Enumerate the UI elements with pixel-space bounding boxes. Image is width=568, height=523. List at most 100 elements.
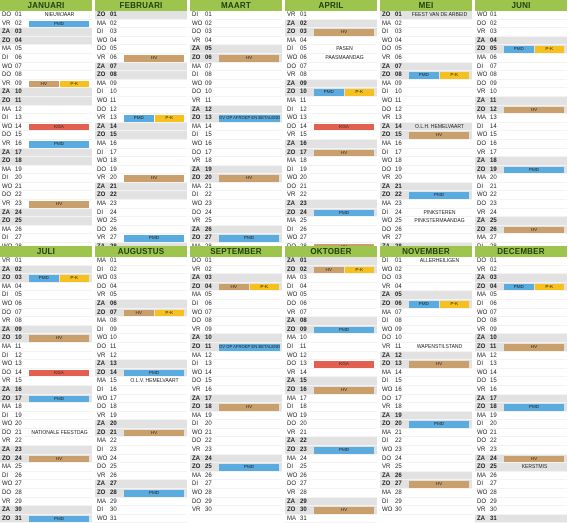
month-juni: JUNI WO 01 DO 02 VR 03 ZA 04 ZO 05 PMD P-K MA 06 DI 07 WO… — [475, 0, 567, 269]
day-number: 10 — [15, 335, 22, 342]
day-row: VR 23 HV — [0, 200, 92, 209]
collection-kga-bar: KGA — [29, 123, 89, 131]
collection-pmd-bar: PMD — [314, 447, 374, 454]
day-number: 03 — [395, 275, 402, 282]
day-row: ZA 03 — [190, 274, 282, 283]
day-number: 13 — [110, 115, 117, 122]
day-number: 16 — [300, 386, 307, 393]
collection-hv-bar: HV — [124, 175, 184, 182]
weekday-label: ZO — [97, 369, 106, 376]
day-number: 10 — [395, 89, 402, 96]
day-number: 22 — [395, 438, 402, 445]
collection-hv-bar: HV — [219, 283, 249, 291]
day-number: 06 — [395, 300, 402, 307]
weekday-label: VR — [192, 447, 201, 454]
weekday-label: ZA — [382, 472, 390, 479]
day-number: 30 — [110, 507, 117, 514]
weekday-label: VR — [2, 80, 11, 87]
day-number: 10 — [300, 89, 307, 96]
day-number: 04 — [300, 37, 307, 44]
day-row: MA 08 — [95, 317, 187, 326]
day-row: VR 25 — [190, 217, 282, 226]
weekday-label: VR — [287, 429, 296, 436]
weekday-label: VR — [382, 343, 391, 350]
weekday-label: DI — [97, 89, 103, 96]
day-row: WO 27 — [0, 480, 92, 490]
day-row: ZA 18 — [475, 157, 567, 166]
weekday-label: ZO — [2, 455, 11, 462]
day-row: MA 21 — [190, 183, 282, 192]
day-number: 25 — [110, 464, 117, 471]
weekday-label: VR — [97, 292, 106, 299]
weekday-label: ZO — [192, 283, 201, 290]
day-number: 01 — [110, 12, 117, 18]
weekday-label: MA — [97, 201, 106, 208]
weekday-label: MA — [2, 166, 11, 173]
weekday-label: VR — [287, 369, 296, 376]
day-row: MA 12 — [190, 352, 282, 361]
day-row: VR 16 PMD — [0, 140, 92, 149]
weekday-label: ZO — [287, 209, 296, 216]
weekday-label: ZO — [192, 343, 201, 350]
collection-pmd-bar: PMD — [504, 46, 534, 53]
day-number: 22 — [490, 192, 497, 199]
weekday-label: DO — [382, 275, 391, 282]
day-row: WO 07 — [475, 309, 567, 318]
day-number: 13 — [15, 361, 22, 368]
day-number: 19 — [15, 166, 22, 173]
day-row: ZO 26 HV — [475, 225, 567, 235]
day-number: 27 — [300, 481, 307, 488]
weekday-label: VR — [382, 54, 391, 61]
collection-pk-bar: P-K — [59, 275, 89, 282]
weekday-label: ZA — [2, 326, 10, 333]
day-number: 13 — [15, 115, 22, 122]
day-number: 07 — [490, 309, 497, 316]
day-number: 10 — [110, 335, 117, 342]
day-row: VR 09 — [475, 326, 567, 335]
day-row: MA 27 — [475, 234, 567, 244]
weekday-label: VR — [287, 72, 296, 79]
day-number: 06 — [300, 54, 307, 61]
day-number: 05 — [110, 46, 117, 53]
day-number: 21 — [300, 429, 307, 436]
month-mei: MEI ZO 01 FEEST VAN DE ARBEID MA 02 DI 03 WO 04 DO… — [380, 0, 472, 278]
day-number: 19 — [15, 412, 22, 419]
day-row: DI 18 — [285, 403, 377, 412]
weekday-label: VR — [382, 283, 391, 290]
weekday-label: VR — [477, 149, 486, 156]
day-row: ZO 27 PMD — [190, 234, 282, 244]
day-number: 12 — [490, 352, 497, 359]
day-number: 27 — [300, 235, 307, 242]
day-number: 12 — [395, 352, 402, 359]
weekday-label: DI — [2, 472, 8, 479]
day-number: 12 — [300, 106, 307, 113]
day-row: VR 06 — [380, 54, 472, 63]
weekday-label: ZA — [287, 140, 295, 147]
collection-pmd-bar: PMD — [409, 192, 469, 200]
weekday-label: VR — [477, 29, 486, 36]
day-number: 08 — [490, 318, 497, 325]
day-number: 06 — [205, 300, 212, 307]
day-number: 17 — [490, 395, 497, 402]
collection-hv-bar: HV — [504, 226, 564, 234]
day-row: DI 10 — [95, 88, 187, 97]
day-number: 27 — [490, 481, 497, 488]
day-number: 15 — [15, 132, 22, 139]
day-row: ZA 20 — [95, 420, 187, 429]
day-number: 27 — [395, 481, 402, 488]
weekday-label: ZA — [477, 335, 485, 342]
weekday-label: MA — [382, 80, 391, 87]
weekday-label: WO — [382, 37, 393, 44]
collection-hv-bar: HV — [124, 429, 184, 437]
day-row: MA 26 — [190, 472, 282, 481]
weekday-label: VR — [477, 89, 486, 96]
day-number: 26 — [300, 226, 307, 233]
day-number: 02 — [490, 266, 497, 273]
weekday-label: WO — [97, 455, 108, 462]
day-row: ZA 10 — [475, 334, 567, 343]
collection-pmd-bar: PMD — [219, 464, 279, 471]
day-row: ZA 17 — [0, 148, 92, 158]
day-number: 07 — [300, 309, 307, 316]
day-row: ZA 01 — [285, 257, 377, 266]
weekday-label: DO — [192, 318, 201, 325]
